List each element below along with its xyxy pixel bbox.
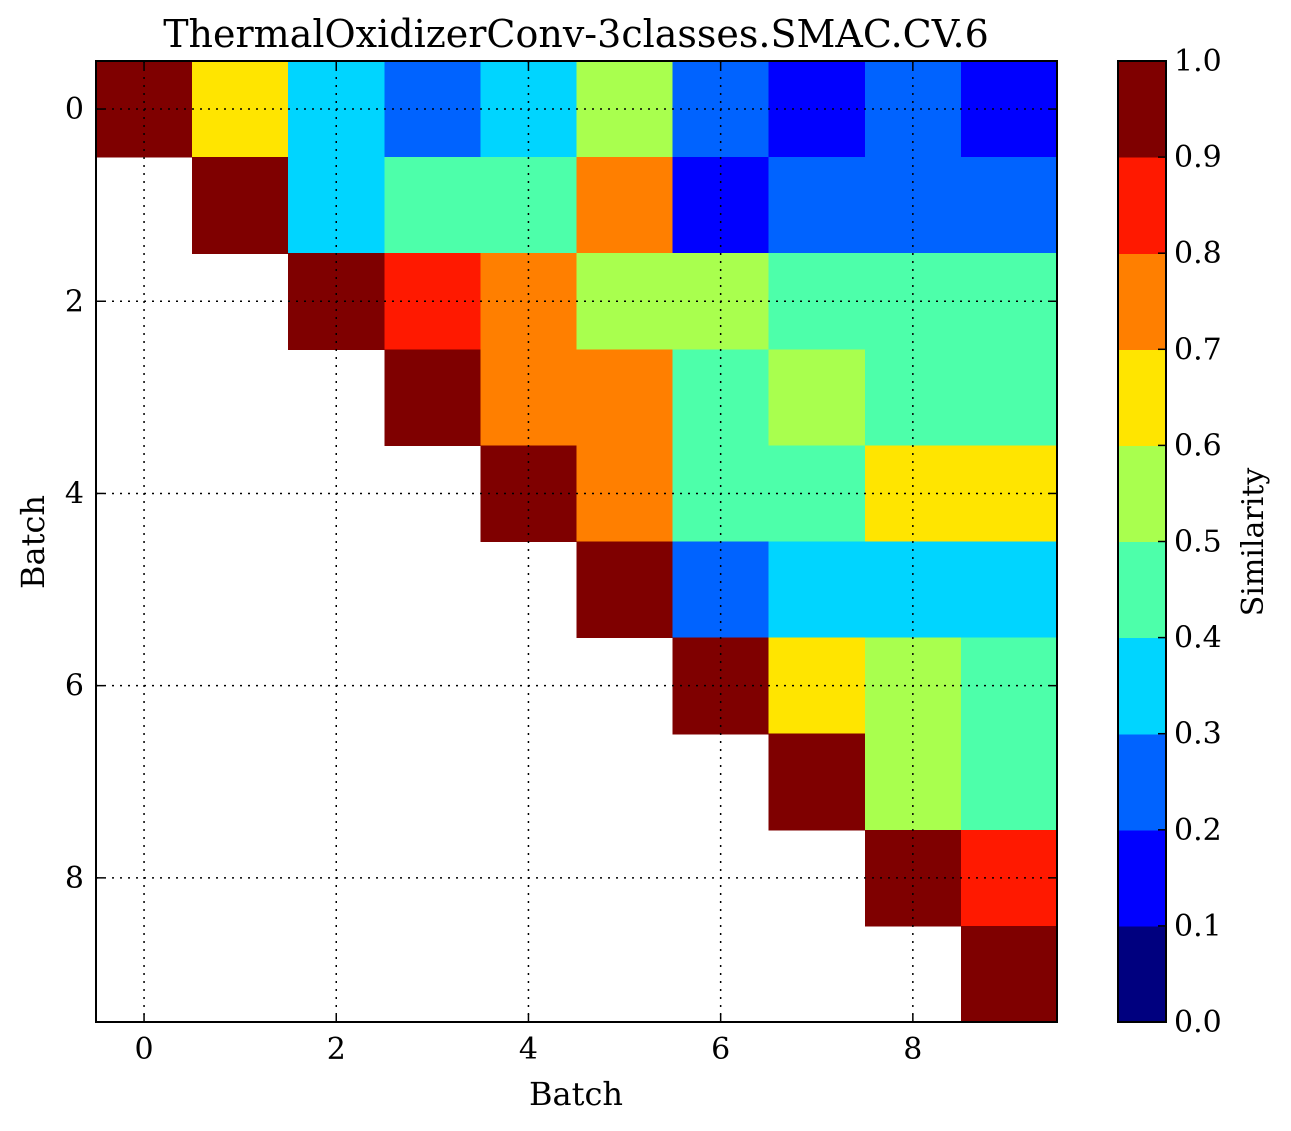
x-tick-label: 6 [711, 1032, 730, 1067]
colorbar-swatch [1118, 349, 1166, 446]
colorbar-swatch [1118, 637, 1166, 735]
plot-frame [95, 60, 1058, 1023]
heatmap-cell [576, 541, 674, 639]
heatmap-cell [192, 157, 289, 254]
y-tick-label: 0 [65, 92, 84, 127]
x-axis-label: Batch [529, 1075, 623, 1113]
heatmap-cell [384, 349, 481, 446]
colorbar-tick-label: 0.4 [1174, 621, 1222, 656]
colorbar-tick-label: 0.0 [1174, 1005, 1222, 1040]
colorbar-tick-label: 1.0 [1174, 44, 1222, 79]
colorbar-swatch [1118, 253, 1166, 350]
colorbar-swatch [1118, 733, 1166, 831]
colorbar-tick-label: 0.5 [1174, 525, 1222, 560]
heatmap-cell [960, 541, 1058, 639]
y-tick-label: 4 [65, 476, 84, 511]
y-axis-label: Batch [14, 495, 52, 589]
heatmap-cell [576, 157, 674, 254]
y-tick-label: 8 [65, 861, 84, 896]
heatmap-cell [768, 349, 866, 446]
heatmap-cell [960, 925, 1058, 1023]
colorbar-swatch [1118, 829, 1166, 927]
axis-ticks: 0 2 4 6 8 0 2 4 6 8 [65, 61, 1057, 1067]
colorbar-tick-label: 0.2 [1174, 813, 1222, 848]
heatmap-cell [768, 541, 866, 639]
colorbar-swatch [1118, 61, 1166, 158]
heatmap-cell [384, 157, 481, 254]
y-tick-label: 2 [65, 284, 84, 319]
colorbar-swatch [1118, 445, 1166, 543]
grid-lines [96, 61, 1057, 1022]
colorbar-swatch [1118, 541, 1166, 639]
chart-title: ThermalOxidizerConv-3classes.SMAC.CV.6 [163, 12, 989, 56]
heatmap-cell [768, 157, 866, 254]
colorbar-tick-label: 0.6 [1174, 428, 1222, 463]
colorbar-tick-label: 0.9 [1174, 140, 1222, 175]
x-tick-label: 0 [135, 1032, 154, 1067]
heatmap-cell [768, 733, 866, 831]
colorbar-swatch [1118, 157, 1166, 254]
colorbar: 0.0 0.1 0.2 0.3 0.4 0.5 0.6 0.7 0.8 0.9 1.0 [1117, 44, 1222, 1040]
x-tick-label: 4 [519, 1032, 538, 1067]
colorbar-swatch [1118, 925, 1166, 1023]
y-tick-label: 6 [65, 669, 84, 704]
heatmap-cell [960, 733, 1058, 831]
colorbar-tick-label: 0.1 [1174, 909, 1222, 944]
colorbar-tick-label: 0.8 [1174, 236, 1222, 271]
x-tick-label: 8 [903, 1032, 922, 1067]
heatmap-cell [576, 349, 674, 446]
x-tick-label: 2 [327, 1032, 346, 1067]
heatmap-cell [960, 157, 1058, 254]
heatmap-cell [960, 349, 1058, 446]
colorbar-tick-label: 0.7 [1174, 332, 1222, 367]
colorbar-tick-label: 0.3 [1174, 717, 1222, 752]
colorbar-label: Similarity [1236, 468, 1271, 617]
